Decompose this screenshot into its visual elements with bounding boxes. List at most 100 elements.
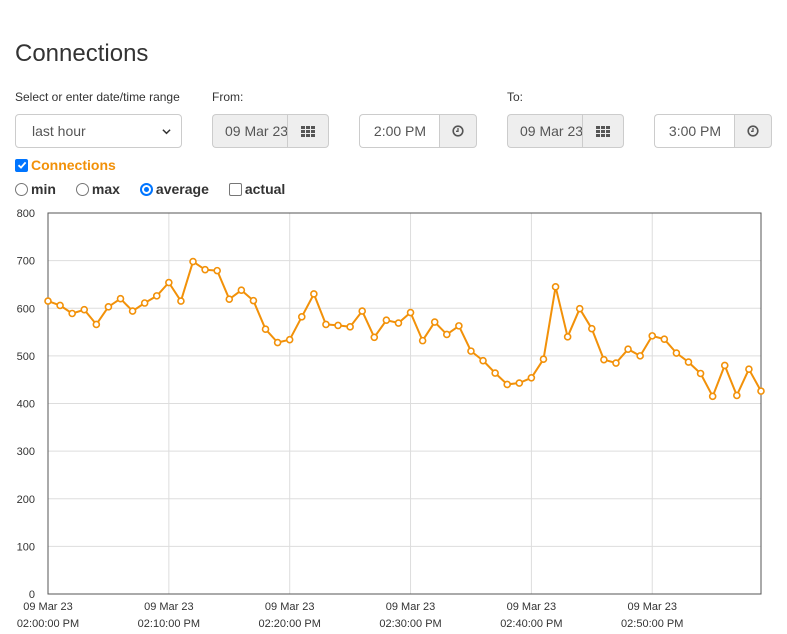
from-clock-button[interactable] xyxy=(439,114,477,148)
data-point xyxy=(152,292,161,300)
chevron-down-icon xyxy=(162,128,171,134)
calendar-grid-icon xyxy=(301,125,315,137)
y-tick-label: 700 xyxy=(17,256,35,268)
data-point xyxy=(140,299,149,307)
data-point xyxy=(539,355,548,364)
to-time-value: 3:00 PM xyxy=(668,123,722,139)
data-point xyxy=(213,266,221,275)
data-point xyxy=(249,296,258,305)
mode-label-average: average xyxy=(155,181,209,197)
average-radio[interactable] xyxy=(139,182,153,196)
data-point xyxy=(358,307,367,315)
data-point xyxy=(660,335,669,344)
mode-actual[interactable]: actual xyxy=(228,181,286,197)
data-point xyxy=(708,392,717,401)
y-tick-label: 0 xyxy=(29,589,35,601)
data-point xyxy=(382,316,391,324)
y-tick-label: 300 xyxy=(17,446,35,458)
from-time-input[interactable]: 2:00 PM xyxy=(359,114,440,148)
x-tick-time-label: 02:00:00 PM xyxy=(17,618,79,630)
data-point xyxy=(467,347,475,355)
min-radio[interactable] xyxy=(15,182,28,196)
mode-average[interactable]: average xyxy=(139,181,209,197)
mode-label-min: min xyxy=(31,181,56,197)
data-point xyxy=(624,345,632,354)
data-point xyxy=(310,290,318,298)
clock-icon xyxy=(452,125,464,137)
x-tick-time-label: 02:50:00 PM xyxy=(621,618,683,630)
aggregation-options: min max average actual xyxy=(15,181,305,197)
mode-label-actual: actual xyxy=(244,181,286,197)
data-point xyxy=(720,361,729,370)
y-tick-label: 500 xyxy=(17,351,35,363)
data-point xyxy=(696,369,705,378)
x-tick-date-label: 09 Mar 23 xyxy=(144,601,194,613)
x-tick-time-label: 02:30:00 PM xyxy=(379,618,441,630)
connections-checkbox[interactable] xyxy=(15,158,28,172)
max-radio[interactable] xyxy=(75,182,89,196)
data-point xyxy=(588,324,596,333)
data-point xyxy=(600,355,608,364)
from-date-input[interactable]: 09 Mar 23 xyxy=(212,114,288,148)
data-point xyxy=(261,325,270,334)
data-point xyxy=(672,349,681,357)
actual-checkbox[interactable] xyxy=(228,182,242,196)
to-clock-button[interactable] xyxy=(734,114,772,148)
data-point xyxy=(455,322,463,330)
connections-chart: 0 100 200 300 400 500 600 700 800 09 Mar 23 02:00:… xyxy=(17,208,765,630)
y-tick-label: 800 xyxy=(17,208,35,220)
to-time-input[interactable]: 3:00 PM xyxy=(654,114,735,148)
data-point xyxy=(370,333,379,342)
data-point xyxy=(128,307,137,315)
data-point xyxy=(116,294,125,303)
from-label: From: xyxy=(212,90,244,104)
data-point xyxy=(575,304,584,313)
date-range-select[interactable]: last hour xyxy=(15,114,182,148)
data-point xyxy=(491,369,499,377)
x-tick-date-label: 09 Mar 23 xyxy=(627,601,677,613)
series-toggle[interactable]: Connections xyxy=(15,157,116,173)
data-point xyxy=(527,373,536,382)
check-icon xyxy=(17,161,26,169)
x-tick-date-label: 09 Mar 23 xyxy=(386,601,436,613)
to-calendar-button[interactable] xyxy=(582,114,624,148)
data-point xyxy=(80,305,89,314)
data-point xyxy=(177,297,185,305)
date-range-value: last hour xyxy=(32,123,86,139)
from-time-value: 2:00 PM xyxy=(373,123,427,139)
connections-label: Connections xyxy=(31,157,116,173)
x-tick-date-label: 09 Mar 23 xyxy=(23,601,73,613)
y-tick-label: 600 xyxy=(17,303,35,315)
mode-min[interactable]: min xyxy=(15,181,56,197)
data-point xyxy=(684,358,693,366)
data-point xyxy=(442,330,451,339)
y-tick-label: 400 xyxy=(17,399,35,411)
data-point xyxy=(322,320,330,329)
x-tick-date-label: 09 Mar 23 xyxy=(265,601,315,613)
calendar-grid-icon xyxy=(596,125,610,137)
data-point xyxy=(636,352,644,360)
data-point xyxy=(56,301,64,310)
data-point xyxy=(515,379,524,387)
data-point xyxy=(104,303,113,311)
data-point xyxy=(745,365,753,374)
from-calendar-button[interactable] xyxy=(287,114,329,148)
data-point xyxy=(68,309,76,318)
x-tick-date-label: 09 Mar 23 xyxy=(507,601,557,613)
data-point xyxy=(479,356,487,365)
data-point xyxy=(406,308,415,317)
to-label: To: xyxy=(507,90,524,104)
data-point xyxy=(189,257,197,266)
data-point xyxy=(563,333,572,341)
to-date-input[interactable]: 09 Mar 23 xyxy=(507,114,583,148)
y-tick-label: 100 xyxy=(17,541,35,553)
x-tick-time-label: 02:10:00 PM xyxy=(138,618,200,630)
mode-max[interactable]: max xyxy=(75,181,120,197)
data-point xyxy=(612,359,620,367)
data-point xyxy=(297,313,306,321)
to-date-value: 09 Mar 23 xyxy=(520,123,583,139)
data-point xyxy=(346,323,354,331)
data-point xyxy=(201,265,209,274)
data-point xyxy=(418,336,427,345)
y-tick-label: 200 xyxy=(17,494,35,506)
